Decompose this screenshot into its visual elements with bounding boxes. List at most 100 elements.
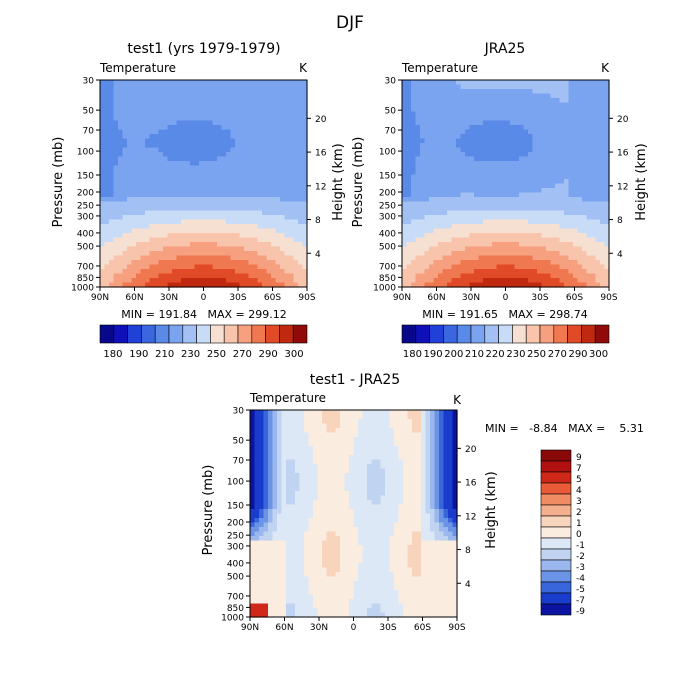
contour-cell bbox=[582, 156, 588, 162]
contour-cell bbox=[208, 111, 214, 117]
contour-cell bbox=[496, 224, 502, 230]
contour-cell bbox=[302, 246, 308, 252]
contour-cell bbox=[275, 165, 281, 171]
contour-cell bbox=[230, 233, 236, 239]
contour-cell bbox=[322, 419, 328, 425]
contour-cell bbox=[415, 183, 421, 189]
contour-cell bbox=[564, 237, 570, 243]
contour-cell bbox=[478, 156, 484, 162]
contour-cell bbox=[284, 192, 290, 198]
contour-cell bbox=[176, 111, 182, 117]
contour-cell bbox=[465, 188, 471, 194]
contour-cell bbox=[474, 224, 480, 230]
contour-cell bbox=[532, 219, 538, 225]
contour-cell bbox=[559, 84, 565, 90]
y-right-tick-label: 8 bbox=[315, 216, 321, 226]
contour-cell bbox=[208, 179, 214, 185]
contour-cell bbox=[532, 161, 538, 167]
contour-cell bbox=[289, 165, 295, 171]
contour-cell bbox=[208, 147, 214, 153]
contour-cell bbox=[424, 134, 430, 140]
contour-cell bbox=[492, 179, 498, 185]
contour-cell bbox=[546, 201, 552, 207]
contour-cell bbox=[176, 98, 182, 104]
contour-cell bbox=[411, 111, 417, 117]
contour-cell bbox=[221, 237, 227, 243]
contour-cell bbox=[244, 170, 250, 176]
contour-cell bbox=[420, 116, 426, 122]
contour-cell bbox=[537, 215, 543, 221]
contour-cell bbox=[501, 278, 507, 284]
contour-cell bbox=[474, 138, 480, 144]
contour-cell bbox=[577, 89, 583, 95]
contour-cell bbox=[416, 450, 422, 456]
contour-cell bbox=[532, 89, 538, 95]
contour-cell bbox=[559, 255, 565, 261]
contour-cell bbox=[163, 165, 169, 171]
contour-cell bbox=[394, 423, 400, 429]
contour-cell bbox=[230, 102, 236, 108]
contour-cell bbox=[257, 161, 263, 167]
contour-cell bbox=[172, 134, 178, 140]
contour-cell bbox=[528, 80, 534, 86]
contour-cell bbox=[344, 419, 350, 425]
contour-cell bbox=[474, 197, 480, 203]
contour-cell bbox=[523, 197, 529, 203]
contour-cell bbox=[438, 174, 444, 180]
contour-cell bbox=[259, 459, 265, 465]
contour-cell bbox=[429, 260, 435, 266]
contour-cell bbox=[424, 273, 430, 279]
contour-cell bbox=[259, 455, 265, 461]
contour-cell bbox=[145, 179, 151, 185]
contour-cell bbox=[415, 224, 421, 230]
contour-cell bbox=[266, 147, 272, 153]
contour-cell bbox=[158, 111, 164, 117]
contour-cell bbox=[406, 93, 412, 99]
contour-cell bbox=[496, 174, 502, 180]
contour-cell bbox=[586, 273, 592, 279]
contour-cell bbox=[239, 264, 245, 270]
contour-cell bbox=[136, 170, 142, 176]
contour-cell bbox=[420, 134, 426, 140]
colorbar-swatch bbox=[498, 324, 513, 344]
contour-cell bbox=[176, 147, 182, 153]
contour-cell bbox=[496, 120, 502, 126]
contour-cell bbox=[358, 459, 364, 465]
contour-cell bbox=[555, 255, 561, 261]
contour-cell bbox=[293, 116, 299, 122]
contour-cell bbox=[555, 107, 561, 113]
contour-cell bbox=[257, 269, 263, 275]
contour-cell bbox=[212, 188, 218, 194]
contour-cell bbox=[577, 138, 583, 144]
contour-cell bbox=[411, 282, 417, 288]
contour-cell bbox=[185, 197, 191, 203]
contour-cell bbox=[451, 210, 457, 216]
contour-cell bbox=[492, 278, 498, 284]
contour-cell bbox=[313, 414, 319, 420]
contour-cell bbox=[559, 215, 565, 221]
contour-cell bbox=[185, 264, 191, 270]
contour-cell bbox=[239, 255, 245, 261]
contour-cell bbox=[335, 432, 341, 438]
contour-cell bbox=[185, 260, 191, 266]
contour-cell bbox=[208, 215, 214, 221]
contour-cell bbox=[100, 206, 106, 212]
contour-cell bbox=[127, 269, 133, 275]
contour-cell bbox=[286, 410, 292, 416]
contour-cell bbox=[167, 80, 173, 86]
contour-cell bbox=[402, 255, 408, 261]
contour-cell bbox=[505, 134, 511, 140]
contour-cell bbox=[591, 192, 597, 198]
contour-cell bbox=[402, 188, 408, 194]
contour-cell bbox=[492, 89, 498, 95]
contour-cell bbox=[591, 93, 597, 99]
contour-cell bbox=[469, 233, 475, 239]
contour-cell bbox=[304, 455, 310, 461]
contour-cell bbox=[577, 269, 583, 275]
contour-cell bbox=[523, 273, 529, 279]
contour-cell bbox=[411, 246, 417, 252]
contour-cell bbox=[438, 183, 444, 189]
contour-cell bbox=[510, 242, 516, 248]
contour-cell bbox=[284, 120, 290, 126]
contour-cell bbox=[293, 89, 299, 95]
